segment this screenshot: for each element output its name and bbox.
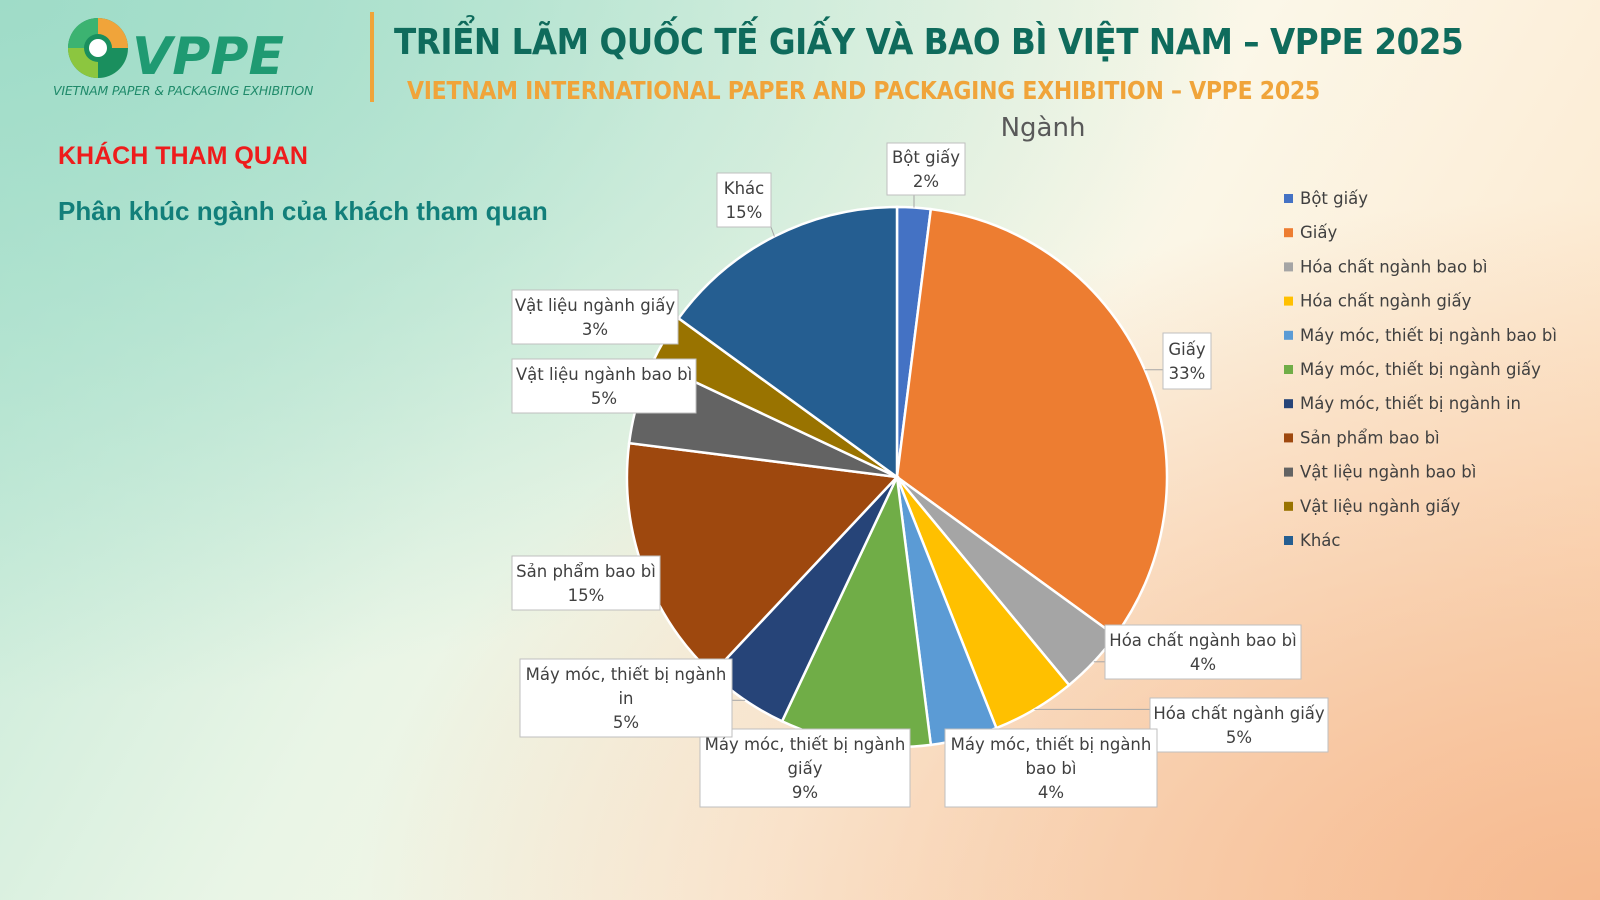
- data-label-vat-lieu-nganh-bao-bi: Vật liệu ngành bao bì 5%: [511, 358, 697, 414]
- legend-item-san-pham-bao-bi: Sản phẩm bao bì: [1284, 428, 1440, 447]
- data-label-value: 5%: [591, 389, 617, 408]
- data-label-name: giấy: [788, 759, 823, 778]
- data-label-value: 5%: [613, 713, 639, 732]
- header-title-en: VIETNAM INTERNATIONAL PAPER AND PACKAGIN…: [407, 76, 1320, 105]
- legend-label: Máy móc, thiết bị ngành in: [1300, 394, 1521, 413]
- legend-swatch: [1284, 467, 1293, 477]
- legend-label: Máy móc, thiết bị ngành bao bì: [1300, 326, 1557, 345]
- legend-label: Vật liệu ngành bao bì: [1300, 463, 1476, 482]
- data-label-value: 5%: [1226, 728, 1252, 747]
- pie-slice-khac: [676, 205, 899, 480]
- legend-swatch: [1284, 536, 1293, 545]
- data-label-name: Khác: [724, 179, 764, 198]
- data-label-value: 2%: [913, 172, 939, 191]
- legend-label: Hóa chất ngành bao bì: [1300, 257, 1487, 276]
- vppe-logo-icon: VPPE: [68, 18, 284, 87]
- data-label-value: 15%: [568, 586, 605, 605]
- pie-slices: [625, 205, 1169, 749]
- data-label-giay: Giấy 33%: [1162, 332, 1212, 390]
- header-title-vn: TRIỂN LÃM QUỐC TẾ GIẤY VÀ BAO BÌ VIỆT NA…: [394, 22, 1464, 63]
- leader-lines: [732, 195, 1163, 710]
- header-divider: [370, 12, 374, 102]
- data-label-hoa-chat-nganh-bao-bi: Hóa chất ngành bao bì 4%: [1104, 624, 1302, 680]
- header: VPPE VIETNAM PAPER & PACKAGING EXHIBITIO…: [0, 0, 1600, 110]
- data-label-value: 9%: [792, 783, 818, 802]
- legend-item-khac: Khác: [1284, 531, 1340, 550]
- data-label-name: Vật liệu ngành giấy: [515, 296, 676, 315]
- data-label-value: 33%: [1169, 364, 1206, 383]
- chart-title: Ngành: [1001, 113, 1086, 143]
- logo-tagline: VIETNAM PAPER & PACKAGING EXHIBITION: [53, 83, 314, 98]
- data-label-name: in: [618, 689, 633, 708]
- legend-swatch: [1284, 228, 1293, 238]
- data-label-name: Vật liệu ngành bao bì: [516, 365, 692, 384]
- legend-label: Hóa chất ngành giấy: [1300, 292, 1472, 311]
- legend-item-vat-lieu-nganh-bao-bi: Vật liệu ngành bao bì: [1284, 463, 1476, 482]
- data-label-name: Máy móc, thiết bị ngành: [705, 735, 906, 754]
- legend-item-may-moc-thiet-bi-nganh-in: Máy móc, thiết bị ngành in: [1284, 394, 1521, 413]
- legend-swatch: [1284, 262, 1293, 272]
- legend-item-may-moc-thiet-bi-nganh-giay: Máy móc, thiết bị ngành giấy: [1284, 360, 1541, 379]
- data-label-name: Giấy: [1168, 340, 1205, 359]
- data-label-may-moc-thiet-bi-nganh-bao-bi: Máy móc, thiết bị ngành bao bì 4%: [944, 728, 1158, 808]
- legend-label: Sản phẩm bao bì: [1300, 428, 1440, 447]
- legend-swatch: [1284, 433, 1293, 443]
- legend: Bột giấy Giấy Hóa chất ngành bao bì Hóa chấ…: [1284, 189, 1557, 550]
- leader-line-khac: [770, 226, 775, 237]
- svg-text:VPPE: VPPE: [132, 27, 284, 87]
- data-label-value: 15%: [726, 203, 763, 222]
- legend-swatch: [1284, 330, 1293, 340]
- legend-swatch: [1284, 296, 1293, 306]
- data-label-bot-giay: Bột giấy 2%: [886, 142, 966, 196]
- data-labels: Bột giấy 2% Giấy 33% Hóa chất ngành bao bì 4%…: [511, 142, 1329, 808]
- data-label-name: Bột giấy: [892, 148, 960, 167]
- legend-item-bot-giay: Bột giấy: [1284, 189, 1368, 208]
- legend-label: Giấy: [1300, 223, 1337, 242]
- legend-label: Vật liệu ngành giấy: [1300, 497, 1461, 516]
- legend-swatch: [1284, 365, 1293, 374]
- legend-item-vat-lieu-nganh-giay: Vật liệu ngành giấy: [1284, 497, 1461, 516]
- data-label-value: 3%: [582, 320, 608, 339]
- data-label-name: Hóa chất ngành bao bì: [1109, 631, 1296, 650]
- legend-label: Khác: [1300, 531, 1340, 550]
- data-label-khac: Khác 15%: [716, 172, 772, 228]
- data-label-name: Hóa chất ngành giấy: [1153, 704, 1325, 723]
- data-label-value: 4%: [1038, 783, 1064, 802]
- legend-label: Bột giấy: [1300, 189, 1368, 208]
- data-label-hoa-chat-nganh-giay: Hóa chất ngành giấy 5%: [1149, 697, 1329, 753]
- section-title: KHÁCH THAM QUAN: [58, 142, 308, 170]
- data-label-may-moc-thiet-bi-nganh-in: Máy móc, thiết bị ngành in 5%: [519, 658, 733, 738]
- pie-slice-giay: [895, 207, 1169, 638]
- legend-label: Máy móc, thiết bị ngành giấy: [1300, 360, 1541, 379]
- data-label-may-moc-thiet-bi-nganh-giay: Máy móc, thiết bị ngành giấy 9%: [699, 728, 911, 808]
- data-label-name: bao bì: [1026, 759, 1077, 778]
- legend-item-hoa-chat-nganh-giay: Hóa chất ngành giấy: [1284, 292, 1472, 311]
- section-subtitle: Phân khúc ngành của khách tham quan: [58, 196, 548, 226]
- legend-swatch: [1284, 501, 1293, 511]
- legend-swatch: [1284, 194, 1293, 203]
- legend-item-may-moc-thiet-bi-nganh-bao-bi: Máy móc, thiết bị ngành bao bì: [1284, 326, 1557, 345]
- data-label-name: Sản phẩm bao bì: [516, 562, 656, 581]
- data-label-vat-lieu-nganh-giay: Vật liệu ngành giấy 3%: [511, 289, 679, 345]
- legend-item-hoa-chat-nganh-bao-bi: Hóa chất ngành bao bì: [1284, 257, 1487, 276]
- legend-item-giay: Giấy: [1284, 223, 1337, 242]
- data-label-san-pham-bao-bi: Sản phẩm bao bì 15%: [511, 555, 661, 611]
- data-label-value: 4%: [1190, 655, 1216, 674]
- legend-swatch: [1284, 399, 1293, 409]
- data-label-name: Máy móc, thiết bị ngành: [951, 735, 1152, 754]
- data-label-name: Máy móc, thiết bị ngành: [526, 665, 727, 684]
